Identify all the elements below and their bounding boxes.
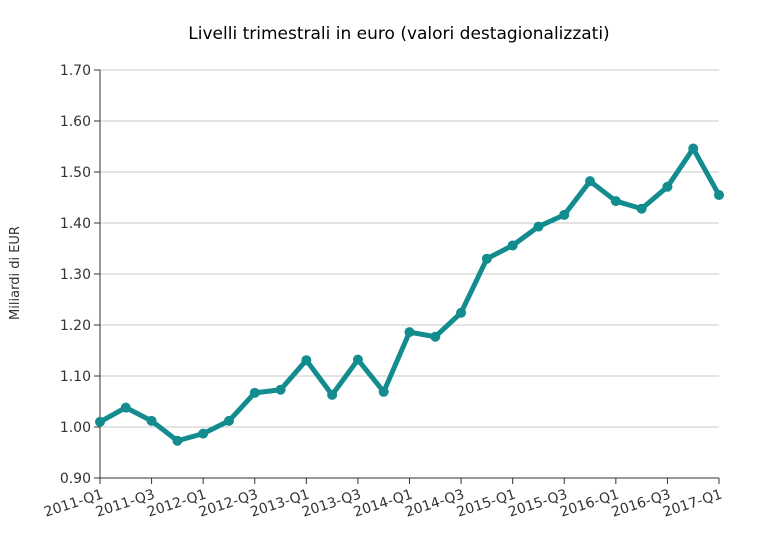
data-point-2011-Q3 bbox=[146, 415, 157, 426]
data-point-2015-Q4 bbox=[585, 176, 596, 187]
data-point-2014-Q3 bbox=[456, 307, 467, 318]
data-point-2016-Q3 bbox=[662, 181, 673, 192]
data-point-2016-Q1 bbox=[610, 196, 621, 207]
data-point-2013-Q3 bbox=[352, 354, 363, 365]
x-tick-label: 2011-Q1 bbox=[42, 487, 105, 521]
x-tick-label: 2016-Q3 bbox=[610, 487, 673, 521]
y-tick-label: 1.70 bbox=[60, 63, 91, 79]
y-tick-label: 1.30 bbox=[60, 267, 91, 283]
series-layer bbox=[95, 143, 724, 446]
data-point-2016-Q4 bbox=[688, 143, 699, 154]
y-tick-label: 1.10 bbox=[60, 369, 91, 385]
series-line bbox=[97, 146, 722, 444]
x-tick-label: 2011-Q3 bbox=[94, 487, 157, 521]
tick-labels: 0.90 1.00 1.10 1.20 1.30 1.40 1.50 1.60 1.70 2011… bbox=[42, 63, 724, 521]
grid-lines bbox=[100, 69, 719, 479]
x-tick-label: 2016-Q1 bbox=[558, 487, 621, 521]
x-tick-label: 2014-Q3 bbox=[403, 487, 466, 521]
data-point-2011-Q2 bbox=[120, 402, 131, 413]
data-point-2013-Q2 bbox=[327, 389, 338, 400]
data-point-2014-Q4 bbox=[481, 253, 492, 264]
data-point-2013-Q4 bbox=[378, 386, 389, 397]
y-tick-label: 1.20 bbox=[60, 318, 91, 334]
data-point-2016-Q2 bbox=[636, 203, 647, 214]
axes bbox=[94, 69, 720, 484]
y-tick-label: 1.50 bbox=[60, 165, 91, 181]
x-tick-label: 2015-Q1 bbox=[455, 487, 518, 521]
data-point-2012-Q3 bbox=[249, 387, 260, 398]
y-tick-label: 1.00 bbox=[60, 420, 91, 436]
data-point-2011-Q1 bbox=[95, 416, 105, 427]
data-point-2012-Q1 bbox=[198, 428, 209, 439]
y-tick-label: 1.40 bbox=[60, 216, 91, 232]
data-point-2015-Q2 bbox=[533, 221, 544, 232]
x-tick-label: 2014-Q1 bbox=[352, 487, 415, 521]
data-point-2014-Q2 bbox=[430, 331, 441, 342]
chart-title: Livelli trimestrali in euro (valori dest… bbox=[188, 24, 609, 44]
y-tick-label: 0.90 bbox=[60, 471, 91, 487]
data-point-2012-Q2 bbox=[223, 415, 234, 426]
data-point-2017-Q1 bbox=[714, 189, 724, 200]
x-tick-label: 2017-Q1 bbox=[661, 487, 724, 521]
data-point-2011-Q4 bbox=[172, 435, 183, 446]
x-tick-label: 2012-Q3 bbox=[197, 487, 260, 521]
data-point-2015-Q1 bbox=[507, 240, 518, 251]
y-axis-label: Miliardi di EUR bbox=[8, 226, 23, 320]
y-tick-label: 1.60 bbox=[60, 114, 91, 130]
data-point-2014-Q1 bbox=[404, 327, 415, 338]
x-tick-label: 2012-Q1 bbox=[145, 487, 208, 521]
data-point-2015-Q3 bbox=[559, 209, 570, 220]
x-tick-label: 2013-Q3 bbox=[300, 487, 363, 521]
data-point-2012-Q4 bbox=[275, 384, 286, 395]
x-tick-label: 2015-Q3 bbox=[506, 487, 569, 521]
data-point-2013-Q1 bbox=[301, 355, 312, 366]
x-tick-label: 2013-Q1 bbox=[248, 487, 311, 521]
